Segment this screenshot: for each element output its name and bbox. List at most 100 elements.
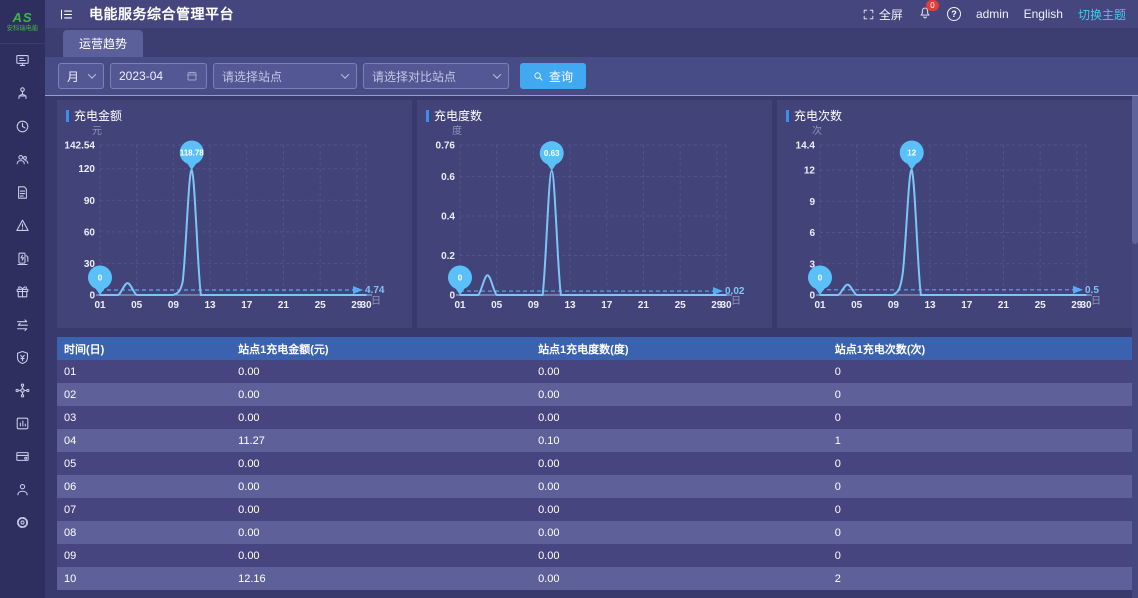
chevron-down-icon	[492, 70, 502, 79]
table-cell: 0.10	[538, 434, 560, 447]
svg-text:90: 90	[84, 196, 96, 207]
column-header: 时间(日)	[64, 343, 105, 356]
sidebar-item-topology[interactable]	[0, 374, 45, 407]
svg-text:0.5: 0.5	[1085, 285, 1099, 296]
table-cell: 0	[834, 503, 841, 516]
sidebar-item-clock[interactable]	[0, 110, 45, 143]
compare-station-select[interactable]: 请选择对比站点	[363, 63, 509, 89]
table-row: 02 0.00 0.00 0	[57, 383, 1132, 406]
sidebar-item-alarm[interactable]	[0, 209, 45, 242]
device-card-icon	[16, 452, 29, 461]
search-button-label: 查询	[549, 69, 574, 84]
svg-text:60: 60	[84, 227, 96, 238]
compare-placeholder: 请选择对比站点	[372, 69, 457, 84]
table-cell: 0.00	[538, 457, 560, 470]
sidebar-item-charging-pile[interactable]	[0, 242, 45, 275]
table-row: 03 0.00 0.00 0	[57, 406, 1132, 429]
svg-text:01: 01	[454, 300, 466, 311]
sidebar-item-screen[interactable]	[0, 44, 45, 77]
svg-text:21: 21	[278, 300, 290, 311]
svg-text:14.4: 14.4	[796, 141, 816, 152]
column-header: 站点1充电次数(次)	[834, 343, 926, 356]
svg-text:25: 25	[675, 300, 687, 311]
chart-title: 充电度数	[426, 107, 482, 124]
users-icon	[16, 155, 29, 165]
help-button[interactable]: ?	[946, 7, 961, 21]
period-value: 月	[67, 69, 80, 84]
fullscreen-button[interactable]: 全屏	[862, 6, 903, 23]
alert-triangle-icon	[16, 219, 29, 231]
table-cell: 0	[834, 411, 841, 424]
tab-operation-trend[interactable]: 运营趋势	[63, 30, 144, 57]
svg-text:3: 3	[809, 259, 815, 270]
sidebar-item-gift[interactable]	[0, 275, 45, 308]
svg-text:日: 日	[371, 296, 381, 307]
search-button[interactable]: 查询	[520, 63, 587, 89]
svg-text:09: 09	[528, 300, 540, 311]
notification-badge: 0	[925, 0, 939, 11]
table-cell: 0.00	[538, 526, 560, 539]
svg-text:0.6: 0.6	[441, 172, 455, 183]
notification-button[interactable]: 0	[918, 0, 939, 23]
svg-text:0.4: 0.4	[441, 212, 455, 223]
menu-fold-button[interactable]	[57, 5, 75, 23]
sidebar-item-org[interactable]	[0, 77, 45, 110]
table-cell: 1	[834, 434, 841, 447]
logo[interactable]: AS 安科瑞电能	[0, 0, 45, 44]
person-icon	[17, 484, 28, 496]
sidebar-item-users[interactable]	[0, 143, 45, 176]
sidebar-item-finance[interactable]	[0, 341, 45, 374]
filter-bar: 月 2023-04 请选择站点 请选择对比站点 查询	[45, 57, 1138, 96]
table-cell: 0.00	[238, 549, 260, 562]
table-row: 08 0.00 0.00 0	[57, 521, 1132, 544]
svg-text:09: 09	[168, 300, 180, 311]
table-cell: 0	[834, 388, 841, 401]
fullscreen-icon	[863, 9, 874, 19]
svg-text:日: 日	[1091, 296, 1101, 307]
svg-text:4.74: 4.74	[365, 285, 385, 296]
sidebar-item-transactions[interactable]	[0, 308, 45, 341]
sidebar-item-document[interactable]	[0, 176, 45, 209]
document-icon	[18, 186, 27, 199]
sidebar-item-meter[interactable]	[0, 407, 45, 440]
date-picker[interactable]: 2023-04	[110, 63, 207, 89]
table-cell: 0.00	[238, 388, 260, 401]
sidebar-item-device[interactable]	[0, 440, 45, 473]
station-data-table: 时间(日) 站点1充电金额(元) 站点1充电度数(度) 站点1充电次数(次) 01 0.…	[57, 337, 1132, 590]
table-cell: 01	[64, 365, 77, 378]
money-shield-icon	[17, 350, 28, 365]
table-cell: 0.00	[538, 572, 560, 585]
sidebar-item-operator[interactable]	[0, 473, 45, 506]
svg-text:09: 09	[888, 300, 900, 311]
svg-text:度: 度	[452, 124, 462, 137]
table-body: 01 0.00 0.00 0 02 0.00 0.00 0 03 0.00 0.00 0 04 11.27…	[57, 360, 1132, 590]
svg-text:13: 13	[565, 300, 577, 311]
language-switch[interactable]: English	[1024, 7, 1063, 21]
user-menu[interactable]: admin	[976, 7, 1009, 21]
svg-text:9: 9	[809, 197, 815, 208]
table-cell: 0.00	[238, 503, 260, 516]
theme-switch-link[interactable]: 切换主题	[1077, 7, 1126, 22]
sidebar-item-settings[interactable]	[0, 506, 45, 539]
scrollbar-thumb[interactable]	[1132, 59, 1138, 244]
table-cell: 05	[64, 457, 77, 470]
svg-text:17: 17	[241, 300, 253, 311]
table-cell: 0	[834, 549, 841, 562]
svg-text:118.78: 118.78	[180, 149, 205, 158]
svg-text:元: 元	[92, 126, 102, 137]
menu-fold-icon	[60, 9, 72, 19]
chart-panel-energy: 充电度数 0 0.2 0.4 0.6 0.76 01 05 09 13 17 21 25 29 30 度日 0…	[417, 100, 772, 328]
date-value: 2023-04	[119, 69, 164, 83]
svg-text:次: 次	[812, 124, 822, 137]
sidebar: AS 安科瑞电能	[0, 0, 45, 598]
svg-text:29: 29	[1071, 300, 1083, 311]
table-cell: 0.00	[238, 365, 260, 378]
table-cell: 0.00	[538, 549, 560, 562]
settings-gear-icon	[16, 516, 29, 529]
header-actions: 全屏 0 ? admin English 切换主题	[862, 0, 1126, 23]
svg-text:6: 6	[809, 228, 815, 239]
period-select[interactable]: 月	[58, 63, 104, 89]
search-icon	[534, 71, 543, 81]
station-select[interactable]: 请选择站点	[213, 63, 357, 89]
